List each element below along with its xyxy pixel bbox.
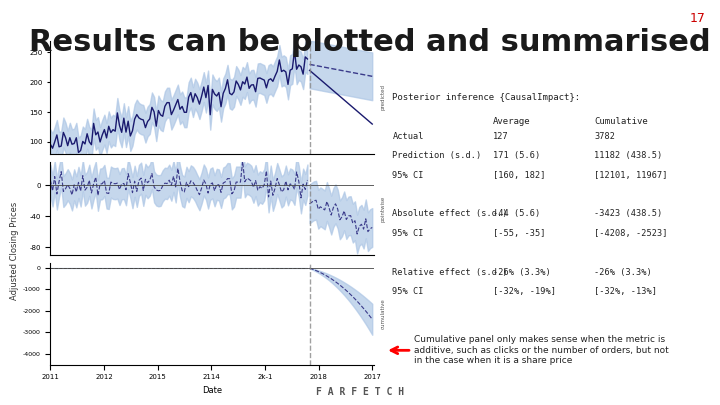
Text: Results can be plotted and summarised in a table: Results can be plotted and summarised in… [29,28,720,58]
Text: predicted: predicted [381,84,386,110]
Text: -26% (3.3%): -26% (3.3%) [594,268,652,277]
Text: 3782: 3782 [594,132,615,141]
Text: -3423 (438.5): -3423 (438.5) [594,209,662,218]
Text: F A R F E T C H: F A R F E T C H [316,387,404,397]
Text: Relative effect (s.d.): Relative effect (s.d.) [392,268,508,277]
Text: Cumulative: Cumulative [594,117,648,126]
Text: cumulative: cumulative [381,298,386,329]
Text: Actual: Actual [392,132,424,141]
Text: pointwise: pointwise [381,196,386,222]
Text: -26% (3.3%): -26% (3.3%) [493,268,551,277]
Text: -44 (5.6): -44 (5.6) [493,209,541,218]
Text: Posterior inference {CausalImpact}:: Posterior inference {CausalImpact}: [392,93,580,102]
Text: [160, 182]: [160, 182] [493,171,546,179]
X-axis label: Date: Date [202,386,222,395]
Text: [-32%, -13%]: [-32%, -13%] [594,287,657,296]
Text: 95% CI: 95% CI [392,229,424,238]
Text: Adjusted Closing Prices: Adjusted Closing Prices [10,202,19,300]
Text: Average: Average [493,117,531,126]
Text: [-4208, -2523]: [-4208, -2523] [594,229,667,238]
Text: 171 (5.6): 171 (5.6) [493,151,541,160]
Text: Cumulative panel only makes sense when the metric is
additive, such as clicks or: Cumulative panel only makes sense when t… [414,335,669,365]
Text: 127: 127 [493,132,509,141]
Text: Prediction (s.d.): Prediction (s.d.) [392,151,482,160]
Text: 17: 17 [690,12,706,25]
FancyArrowPatch shape [391,347,409,354]
Text: Absolute effect (s.d.): Absolute effect (s.d.) [392,209,508,218]
Text: [-55, -35]: [-55, -35] [493,229,546,238]
Text: 95% CI: 95% CI [392,287,424,296]
Text: 95% CI: 95% CI [392,171,424,179]
Text: [-32%, -19%]: [-32%, -19%] [493,287,557,296]
Text: [12101, 11967]: [12101, 11967] [594,171,667,179]
Text: 11182 (438.5): 11182 (438.5) [594,151,662,160]
